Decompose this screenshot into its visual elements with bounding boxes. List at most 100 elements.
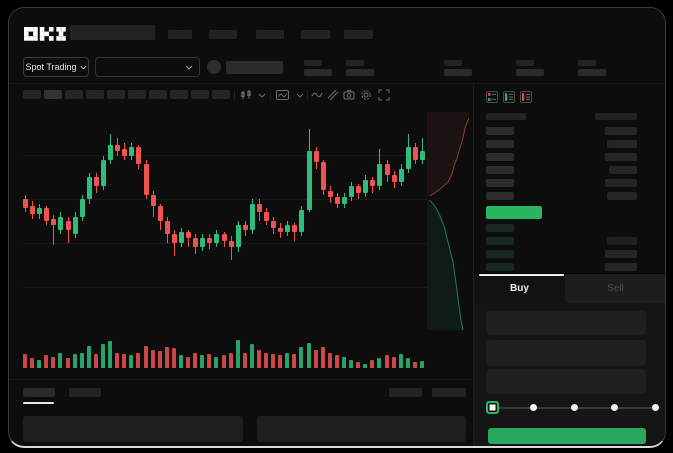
volume-bar	[349, 359, 353, 368]
nav-item-skeleton[interactable]	[168, 30, 192, 39]
volume-bar	[363, 363, 368, 368]
fullscreen-icon[interactable]	[378, 89, 390, 101]
orderbook-mode-bids-icon[interactable]	[503, 91, 515, 103]
tab-sell[interactable]: Sell	[565, 283, 665, 294]
volume-bar	[136, 352, 141, 368]
volume-bar	[79, 352, 84, 368]
orderbook-mode-asks-icon[interactable]	[520, 91, 532, 103]
candle-body	[242, 225, 248, 230]
volume-bar	[178, 355, 183, 368]
tab-sell-bg	[565, 274, 665, 304]
ask-row-price-skeleton[interactable]	[486, 140, 514, 148]
candle-body	[108, 144, 114, 160]
slider-stop[interactable]	[570, 404, 578, 411]
timeframe-button-skeleton[interactable]	[107, 90, 125, 99]
bottom-tab-skeleton[interactable]	[69, 388, 101, 397]
timeframe-button-skeleton[interactable]	[170, 90, 188, 99]
candle-body	[341, 197, 347, 204]
volume-bar	[51, 356, 56, 368]
tab-buy[interactable]: Buy	[474, 283, 565, 294]
candle-body	[193, 238, 199, 248]
buy-confirm-button[interactable]	[488, 428, 646, 444]
volume-bar	[341, 356, 346, 368]
volume-bar	[23, 354, 27, 368]
last-price-bar[interactable]	[486, 206, 542, 219]
drawing-tools-icon[interactable]	[327, 89, 339, 101]
nav-item-skeleton[interactable]	[256, 30, 284, 39]
timeframe-button-skeleton[interactable]	[149, 90, 167, 99]
slider-stop[interactable]	[610, 404, 618, 411]
indicators-icon[interactable]	[276, 89, 289, 101]
ask-row-size-skeleton	[605, 153, 637, 161]
pair-selector-dropdown[interactable]	[95, 57, 200, 77]
slider-stop[interactable]	[651, 404, 659, 411]
amount-input-skeleton[interactable]	[486, 340, 646, 366]
candle-body	[207, 238, 213, 243]
candle-body	[143, 164, 149, 195]
timeframe-button-skeleton[interactable]	[44, 90, 62, 99]
nav-item-skeleton[interactable]	[344, 30, 373, 39]
ask-row-price-skeleton[interactable]	[486, 166, 514, 174]
total-input-skeleton[interactable]	[486, 369, 646, 394]
trend-line-icon[interactable]	[311, 90, 323, 100]
slider-stop-active[interactable]	[486, 401, 499, 414]
candle-type-icon[interactable]	[240, 89, 252, 101]
bottom-tab-skeleton-active[interactable]	[23, 388, 55, 397]
timeframe-button-skeleton[interactable]	[191, 90, 209, 99]
ask-row-price-skeleton[interactable]	[486, 127, 514, 135]
volume-bar	[228, 352, 233, 368]
volume-bar	[356, 362, 361, 368]
gridline	[23, 199, 427, 200]
timeframe-button-skeleton[interactable]	[128, 90, 146, 99]
volume-bar	[164, 347, 169, 368]
orderbook-mode-all-icon[interactable]	[486, 91, 498, 103]
candle-body	[419, 151, 425, 160]
stat-value-skeleton	[304, 69, 332, 76]
timeframe-button-skeleton[interactable]	[65, 90, 83, 99]
volume-bar	[221, 355, 226, 368]
chevron-down-icon[interactable]	[258, 93, 266, 98]
candle-wick	[230, 236, 232, 261]
bid-row-price-skeleton[interactable]	[486, 250, 514, 258]
bottom-action-skeleton[interactable]	[432, 388, 466, 397]
volume-bar	[278, 355, 283, 368]
search-input-skeleton[interactable]	[70, 25, 155, 40]
ask-row-price-skeleton[interactable]	[486, 179, 514, 187]
timeframe-button-skeleton[interactable]	[212, 90, 230, 99]
volume-bar	[264, 352, 268, 368]
volume-bar	[313, 349, 318, 368]
nav-item-skeleton[interactable]	[209, 30, 237, 39]
market-type-selector[interactable]: Spot Trading	[23, 57, 89, 77]
candlestick-chart[interactable]	[23, 112, 427, 330]
camera-icon[interactable]	[343, 89, 355, 101]
candle-body	[235, 225, 241, 248]
bid-row-price-skeleton[interactable]	[486, 263, 514, 271]
ask-row-price-skeleton[interactable]	[486, 192, 514, 200]
candle-body	[101, 160, 106, 187]
candle-body	[412, 146, 418, 160]
volume-chart[interactable]	[23, 338, 427, 368]
candle-body	[334, 197, 340, 204]
slider-stop[interactable]	[529, 404, 537, 411]
orders-panel-skeleton	[23, 416, 243, 442]
candle-wick	[53, 214, 55, 245]
okx-logo[interactable]	[23, 27, 67, 41]
bottom-action-skeleton[interactable]	[389, 388, 422, 397]
volume-bar	[377, 358, 382, 368]
stat-value-skeleton	[578, 69, 606, 76]
bid-row-price-skeleton[interactable]	[486, 224, 514, 232]
price-input-skeleton[interactable]	[486, 311, 646, 335]
volume-bar	[384, 355, 389, 368]
ask-row-price-skeleton[interactable]	[486, 153, 514, 161]
nav-item-skeleton[interactable]	[301, 30, 330, 39]
volume-bar	[93, 354, 98, 368]
settings-gear-icon[interactable]	[360, 89, 372, 101]
volume-bar	[30, 358, 35, 368]
chevron-down-icon[interactable]	[296, 93, 304, 98]
volume-bar	[200, 355, 205, 368]
stat-label-skeleton	[516, 60, 534, 66]
depth-sidebar-chart[interactable]	[427, 112, 469, 330]
bid-row-price-skeleton[interactable]	[486, 237, 514, 245]
timeframe-button-skeleton[interactable]	[23, 90, 41, 99]
timeframe-button-skeleton[interactable]	[86, 90, 104, 99]
